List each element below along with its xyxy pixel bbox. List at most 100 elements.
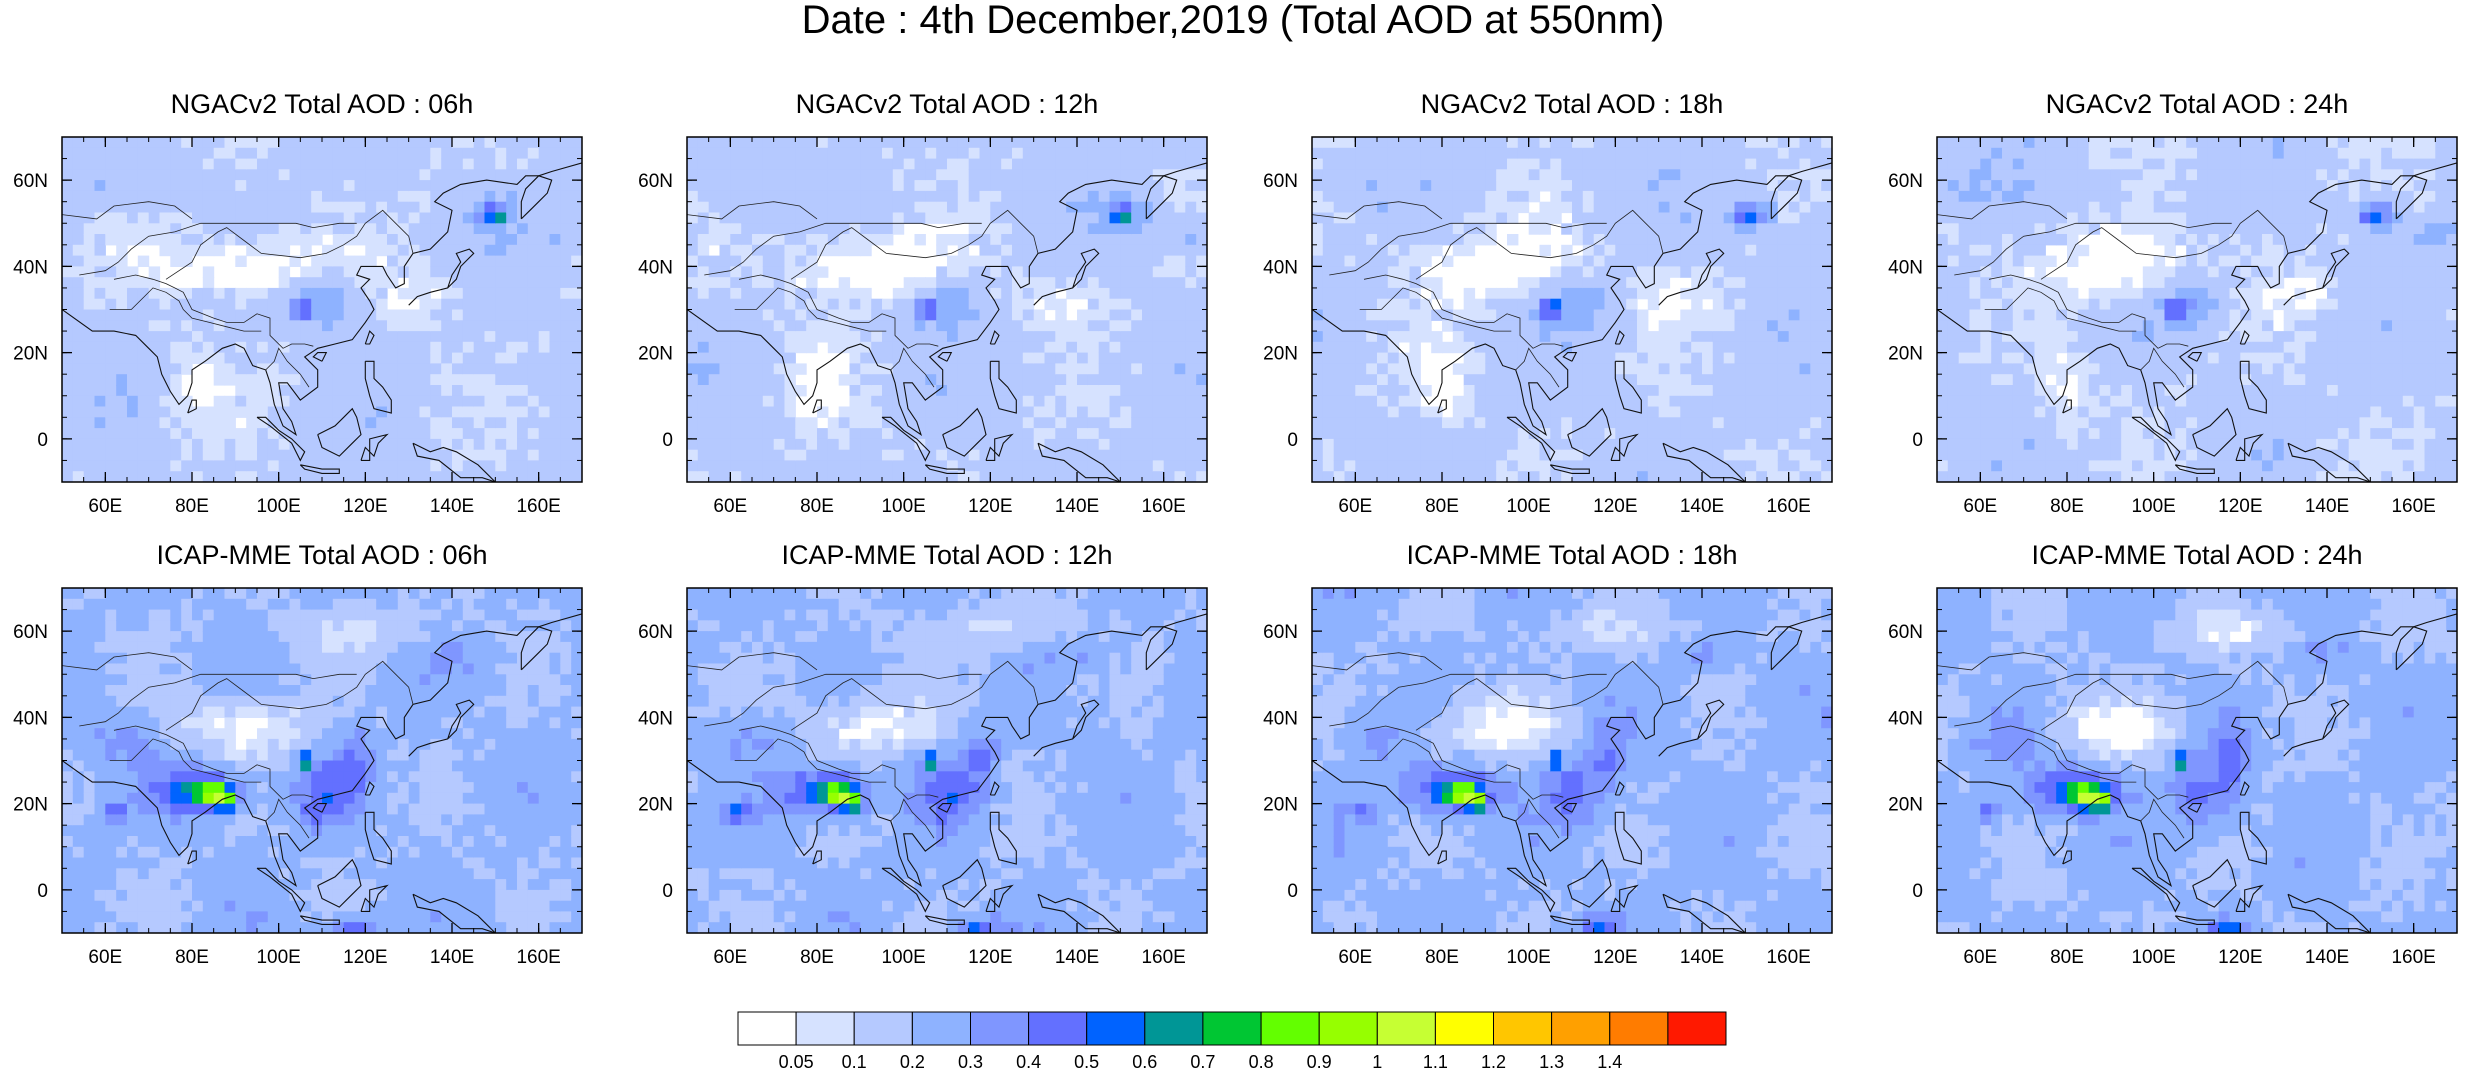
aod-cell <box>1163 309 1176 321</box>
aod-cell <box>1001 438 1013 451</box>
aod-cell <box>1333 147 1346 160</box>
aod-cell <box>1152 331 1165 343</box>
aod-cell <box>527 460 540 472</box>
aod-cell <box>538 266 551 278</box>
aod-cell <box>408 385 421 397</box>
aod-cell <box>2077 244 2090 257</box>
aod-cell <box>990 417 1002 429</box>
aod-cell <box>560 234 572 246</box>
aod-cell <box>687 277 699 289</box>
aod-cell <box>1066 147 1078 160</box>
aod-cell <box>484 244 496 257</box>
aod-cell <box>1680 320 1692 332</box>
aod-cell <box>2002 147 2014 160</box>
aod-cell <box>2056 147 2068 160</box>
aod-cell <box>719 234 731 246</box>
aod-cell <box>730 331 742 343</box>
aod-cell <box>1431 277 1443 289</box>
aod-cell <box>1387 385 1400 397</box>
aod-cell <box>697 320 710 332</box>
aod-cell <box>1702 212 1714 224</box>
aod-cell <box>170 471 182 482</box>
aod-cell <box>1969 471 1981 482</box>
aod-cell <box>2099 287 2111 300</box>
aod-cell <box>957 169 970 181</box>
aod-cell <box>1810 137 1822 149</box>
aod-cell <box>1669 223 1681 235</box>
aod-cell <box>2088 406 2101 418</box>
aod-cell <box>687 287 699 300</box>
aod-cell <box>762 223 775 235</box>
aod-cell <box>267 406 280 418</box>
aod-cell <box>1777 331 1790 343</box>
aod-cell <box>1745 428 1757 440</box>
aod-cell <box>1442 438 1454 451</box>
aod-cell <box>806 244 818 257</box>
aod-cell <box>527 277 540 289</box>
aod-cell <box>708 234 721 246</box>
aod-cell <box>1528 395 1541 408</box>
aod-cell <box>484 201 496 214</box>
aod-cell <box>1702 471 1714 482</box>
aod-cell <box>213 244 226 257</box>
aod-cell <box>1033 352 1046 364</box>
aod-cell <box>827 147 840 160</box>
aod-cell <box>979 309 991 321</box>
aod-cell <box>860 137 872 149</box>
aod-cell <box>2056 212 2068 224</box>
aod-cell <box>2034 255 2046 267</box>
aod-cell <box>1593 234 1606 246</box>
aod-cell <box>343 417 356 429</box>
aod-cell <box>860 449 872 462</box>
aod-cell <box>116 449 128 462</box>
aod-cell <box>1756 169 1768 181</box>
aod-cell <box>137 395 150 408</box>
aod-cell <box>246 428 258 440</box>
aod-cell <box>1409 406 1421 418</box>
aod-cell <box>1012 212 1024 224</box>
aod-cell <box>397 320 410 332</box>
aod-cell <box>2110 212 2122 224</box>
aod-cell <box>1355 244 1367 257</box>
aod-cell <box>2142 137 2155 149</box>
aod-cell <box>397 471 410 482</box>
aod-cell <box>473 449 486 462</box>
aod-cell <box>968 471 981 482</box>
aod-cell <box>1312 244 1324 257</box>
aod-cell <box>170 223 182 235</box>
aod-cell <box>1788 374 1801 386</box>
aod-cell <box>1637 395 1649 408</box>
aod-cell <box>1152 363 1165 375</box>
aod-cell <box>1756 471 1768 482</box>
aod-cell <box>1185 341 1197 354</box>
aod-cell <box>1745 460 1757 472</box>
aod-cell <box>1001 201 1013 214</box>
aod-cell <box>1669 352 1681 364</box>
aod-cell <box>947 234 959 246</box>
aod-cell <box>116 277 128 289</box>
aod-cell <box>1185 244 1197 257</box>
aod-cell <box>408 449 421 462</box>
aod-cell <box>741 201 753 214</box>
aod-cell <box>1572 449 1584 462</box>
aod-cell <box>1539 417 1551 429</box>
aod-cell <box>148 395 161 408</box>
aod-cell <box>1420 255 1432 267</box>
aod-cell <box>246 180 258 192</box>
aod-cell <box>1937 147 1949 160</box>
aod-cell <box>83 395 96 408</box>
aod-cell <box>1937 352 1949 364</box>
aod-cell <box>311 341 323 354</box>
aod-cell <box>419 341 431 354</box>
aod-cell <box>137 449 150 462</box>
aod-cell <box>62 374 74 386</box>
aod-cell <box>365 385 377 397</box>
aod-cell <box>1333 363 1346 375</box>
aod-cell <box>430 341 442 354</box>
aod-cell <box>83 298 96 311</box>
aod-cell <box>1077 428 1089 440</box>
aod-cell <box>1702 341 1714 354</box>
aod-cell <box>827 190 840 203</box>
aod-cell <box>2121 406 2133 418</box>
aod-cell <box>354 277 366 289</box>
